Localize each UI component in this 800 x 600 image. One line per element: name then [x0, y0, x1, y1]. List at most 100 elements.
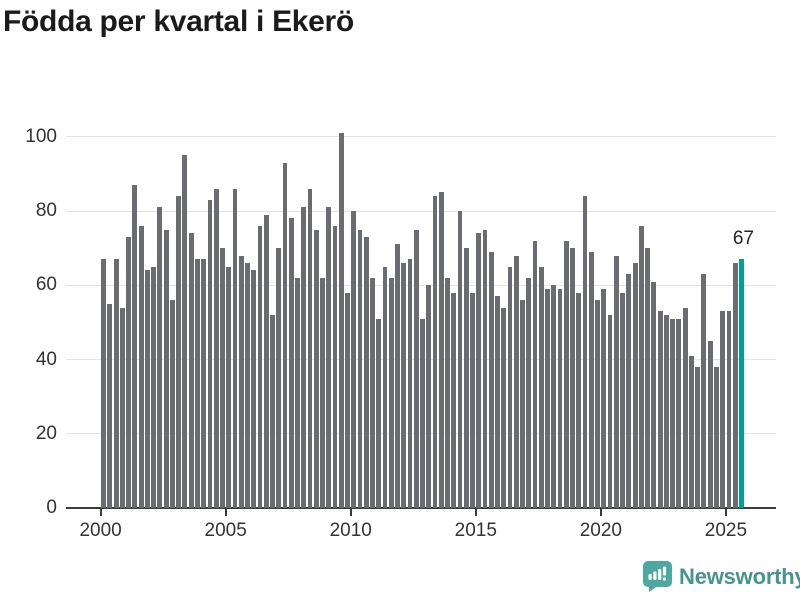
bar — [426, 285, 432, 508]
bar — [651, 281, 657, 508]
bar — [332, 225, 338, 508]
bar — [220, 248, 225, 508]
bar — [582, 196, 588, 508]
bar — [238, 255, 244, 508]
page-title: Födda per kvartal i Ekerö — [3, 5, 354, 38]
bar — [482, 229, 488, 508]
bar — [138, 225, 144, 508]
x-axis-tick-label: 2015 — [454, 520, 497, 541]
bar — [595, 300, 600, 508]
bar — [376, 318, 382, 508]
bar — [163, 229, 169, 508]
bar — [495, 296, 500, 508]
bar — [395, 244, 400, 508]
bar — [601, 288, 607, 508]
bar — [313, 229, 319, 508]
y-axis-tick-label: 40 — [35, 348, 57, 370]
bar — [726, 311, 732, 508]
bar — [545, 288, 550, 508]
bar — [119, 307, 125, 508]
y-gridline — [66, 136, 776, 138]
bar — [513, 255, 519, 508]
bar — [132, 185, 138, 508]
bar — [451, 292, 457, 508]
bar — [551, 285, 557, 508]
bar — [626, 274, 632, 508]
bar — [445, 277, 450, 508]
bar — [557, 288, 563, 508]
bar — [532, 240, 538, 508]
bar — [645, 248, 650, 508]
bar — [251, 270, 257, 508]
bar — [326, 207, 332, 508]
x-axis-tick-label: 2005 — [204, 520, 247, 541]
bar — [607, 314, 613, 508]
bar — [613, 255, 619, 508]
bar — [388, 277, 394, 508]
bar — [432, 196, 438, 508]
bar — [401, 263, 407, 508]
bar — [657, 311, 663, 508]
x-axis-tick — [599, 509, 602, 516]
bar — [295, 277, 300, 508]
bar — [695, 366, 701, 508]
bar — [713, 366, 719, 508]
bar — [538, 266, 544, 508]
bar — [488, 251, 494, 508]
bar — [151, 266, 157, 508]
x-axis-tick-label: 2000 — [79, 520, 122, 541]
bar — [413, 229, 419, 508]
x-axis-tick-label: 2010 — [329, 520, 372, 541]
bar — [201, 259, 207, 508]
bar — [357, 229, 363, 508]
bar — [157, 207, 163, 508]
bar — [732, 263, 738, 508]
y-axis-tick-label: 100 — [25, 125, 57, 147]
x-axis-tick-label: 2020 — [579, 520, 622, 541]
bar — [576, 292, 582, 508]
bar — [226, 266, 232, 508]
x-axis-tick — [474, 509, 477, 516]
bar — [470, 292, 475, 508]
y-gridline — [66, 210, 776, 212]
bar — [670, 318, 676, 508]
bar — [420, 318, 425, 508]
x-axis-tick-label: 2025 — [704, 520, 748, 541]
bar — [351, 211, 357, 508]
bar — [707, 340, 713, 508]
bar — [407, 259, 413, 508]
bar — [213, 188, 219, 508]
bar — [457, 211, 463, 508]
newsworthy-brand-text: Newsworthy — [679, 563, 800, 589]
x-axis-tick — [724, 509, 727, 516]
bar — [701, 274, 707, 508]
bar — [676, 318, 682, 508]
bar — [207, 199, 213, 508]
y-axis-tick-label: 0 — [46, 497, 57, 518]
bar — [638, 225, 644, 508]
x-axis-line — [66, 507, 776, 509]
bar — [588, 251, 594, 508]
bar — [563, 240, 569, 508]
bar — [620, 292, 625, 508]
bar — [232, 188, 238, 508]
bar — [176, 196, 182, 508]
bar — [632, 263, 638, 508]
newsworthy-logo-link[interactable]: Newsworthy — [643, 561, 800, 592]
bar — [476, 233, 482, 508]
bar — [194, 259, 200, 508]
bar — [126, 237, 131, 508]
bar — [113, 259, 119, 508]
bar — [188, 233, 194, 508]
bar — [501, 307, 507, 508]
bar — [370, 277, 375, 508]
bar — [182, 155, 188, 508]
bar — [144, 270, 150, 508]
bar — [263, 214, 269, 508]
bar — [363, 237, 369, 508]
bar — [520, 300, 525, 508]
bar — [688, 355, 694, 508]
x-axis-tick — [99, 509, 102, 516]
bar — [526, 277, 532, 508]
